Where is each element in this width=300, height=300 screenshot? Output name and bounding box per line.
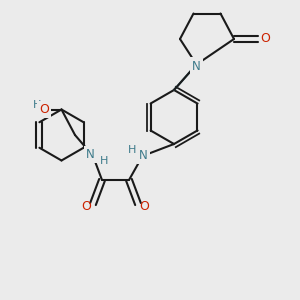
Text: O: O [39, 103, 49, 116]
Text: O: O [82, 200, 91, 214]
Text: N: N [139, 149, 148, 162]
Text: H: H [128, 145, 136, 155]
Text: N: N [85, 148, 94, 161]
Text: O: O [140, 200, 149, 214]
Text: H: H [100, 156, 109, 167]
Text: O: O [261, 32, 270, 46]
Text: N: N [192, 59, 201, 73]
Text: H: H [33, 100, 41, 110]
